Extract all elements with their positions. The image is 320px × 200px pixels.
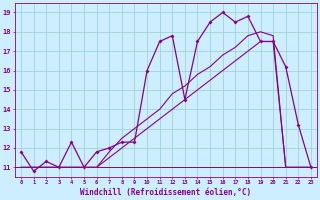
- X-axis label: Windchill (Refroidissement éolien,°C): Windchill (Refroidissement éolien,°C): [80, 188, 252, 197]
